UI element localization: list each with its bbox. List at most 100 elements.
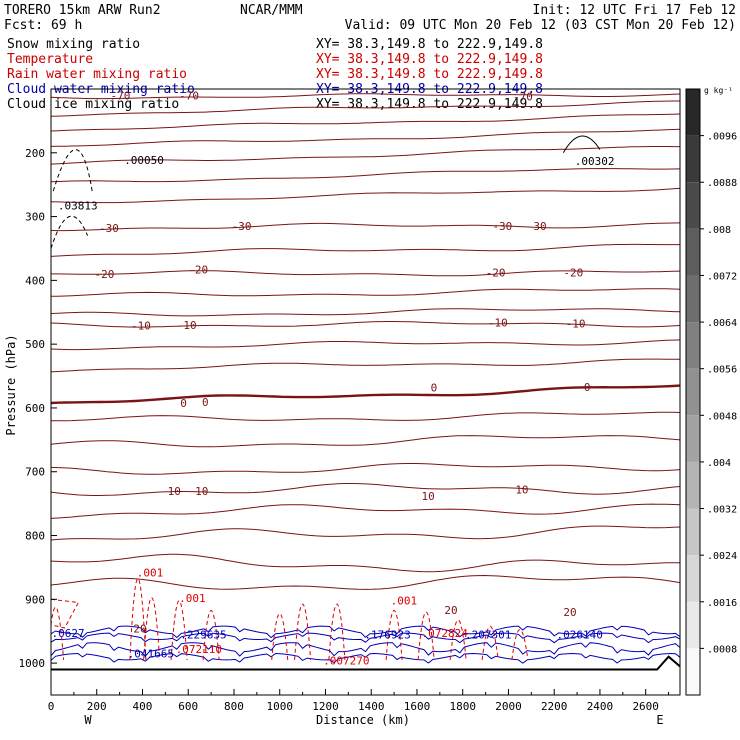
rain-contour — [417, 611, 435, 660]
isotherm-label: -20 — [563, 267, 583, 280]
temperature-contours — [51, 93, 680, 590]
isotherm-label: -70 — [110, 89, 130, 102]
ice-contour — [52, 149, 93, 192]
rain-contour — [170, 600, 188, 660]
x-tick-label: 2600 — [632, 700, 659, 713]
cloud-water-contours — [51, 625, 680, 664]
legend-field-name: Temperature — [7, 52, 93, 67]
isotherm-label: -20 — [486, 267, 506, 280]
ice-contour — [562, 135, 601, 154]
isotherm-label: 10 — [195, 485, 208, 498]
colorbar-tick-label: .0032 — [707, 505, 737, 516]
x-axis-title: Distance (km) — [316, 713, 410, 727]
isotherm-label: -30 — [492, 220, 512, 233]
x-tick-label: 1000 — [266, 700, 293, 713]
colorbar-swatch — [686, 275, 700, 323]
isotherm-line — [51, 288, 680, 297]
east-endpoint-label: E — [656, 713, 663, 727]
y-tick-label: 400 — [25, 274, 45, 287]
colorbar-swatch — [686, 228, 700, 276]
colorbar-unit: g kg⁻¹ — [704, 86, 733, 95]
maximum-label: .001 — [179, 592, 206, 605]
terrain-surface — [51, 655, 680, 671]
isotherm-line — [51, 308, 680, 317]
x-tick-label: 400 — [133, 700, 153, 713]
colorbar-tick-label: .0072 — [707, 271, 737, 282]
maximum-label: .007270 — [323, 655, 369, 668]
colorbar-swatch — [686, 555, 700, 602]
x-tick-label: 1200 — [312, 700, 339, 713]
isotherm-line — [51, 113, 680, 132]
isotherm-label: 0 — [180, 397, 187, 410]
x-tick-label: 1400 — [358, 700, 385, 713]
rain-contour — [481, 625, 499, 660]
x-tick-label: 200 — [87, 700, 107, 713]
y-tick-label: 600 — [25, 402, 45, 415]
isotherm-line — [51, 93, 680, 100]
isotherm-line — [51, 574, 680, 590]
colorbar-tick-label: .0024 — [707, 551, 737, 562]
y-tick-label: 500 — [25, 338, 45, 351]
x-tick-label: 0 — [48, 700, 55, 713]
isotherm-label: -10 — [177, 319, 197, 332]
y-tick-label: 800 — [25, 530, 45, 543]
header: TORERO 15km ARW Run2 NCAR/MMM Init: 12 U… — [4, 3, 736, 33]
x-axis: 0 200 400 600 800 1000 1200 1400 1600 1800 2000 220… — [48, 689, 670, 713]
y-axis-title: Pressure (hPa) — [4, 334, 18, 435]
isotherm-label: 20 — [444, 604, 457, 617]
colorbar: g kg⁻¹ .0096 .0088 .008 .0072 .0064 .0056 .004… — [685, 86, 737, 696]
isotherm-label: 10 — [422, 490, 435, 503]
colorbar-swatch — [686, 182, 700, 229]
isotherm-label: 20 — [563, 606, 576, 619]
isotherm-label: -30 — [99, 222, 119, 235]
x-tick-label: 800 — [224, 700, 244, 713]
colorbar-swatch — [686, 135, 700, 183]
rain-contour — [294, 603, 312, 660]
isotherm-label: -70 — [179, 89, 199, 102]
cloud-water-contour — [51, 632, 680, 644]
legend-field-section: XY= 38.3,149.8 to 222.9,149.8 — [316, 37, 543, 52]
legend-field-name: Cloud ice mixing ratio — [7, 97, 179, 112]
isotherm-label: -70 — [513, 91, 533, 104]
colorbar-tick-label: .0056 — [707, 365, 737, 376]
y-tick-label: 900 — [25, 593, 45, 606]
rain-contour — [143, 597, 161, 660]
colorbar-swatch — [686, 601, 700, 649]
isotherm-label: -10 — [131, 320, 151, 333]
legend-field-section: XY= 38.3,149.8 to 222.9,149.8 — [316, 97, 543, 112]
cloud-water-contour — [51, 642, 680, 657]
maximum-label: .03813 — [58, 200, 98, 213]
colorbar-tick-label: .0048 — [707, 411, 737, 422]
y-tick-label: 200 — [25, 147, 45, 160]
x-tick-label: 1600 — [404, 700, 431, 713]
x-tick-label: 2000 — [495, 700, 522, 713]
maximum-label: .207301 — [465, 628, 511, 641]
legend-field-name: Rain water mixing ratio — [7, 67, 187, 82]
maximum-label: .176923 — [364, 628, 410, 641]
rain-contour — [449, 619, 467, 660]
rain-contour — [385, 609, 403, 660]
isotherm-label: -30 — [232, 220, 252, 233]
maximum-label: .00050 — [124, 154, 164, 167]
maximum-label: .229635 — [180, 628, 226, 641]
colorbar-tick-label: .0088 — [707, 178, 737, 189]
legend-field-section: XY= 38.3,149.8 to 222.9,149.8 — [316, 52, 543, 67]
isotherm-label: -20 — [188, 264, 208, 277]
init-time: Init: 12 UTC Fri 17 Feb 12 — [533, 3, 737, 18]
isotherm-label: -20 — [94, 268, 114, 281]
maximum-label: .0627 — [51, 627, 84, 640]
rain-contour — [202, 609, 220, 660]
colorbar-frame — [685, 88, 701, 696]
rain-contour — [51, 598, 80, 629]
isotherm-label: 0 — [431, 382, 438, 395]
colorbar-tick-label: .004 — [707, 458, 731, 469]
isotherm-line — [51, 339, 680, 351]
isotherm-line — [51, 358, 680, 373]
x-tick-label: 2400 — [587, 700, 614, 713]
rain-contour — [271, 613, 289, 660]
model-title: TORERO 15km ARW Run2 — [4, 3, 161, 18]
maximum-label: .072110 — [176, 643, 222, 656]
rain-contour — [511, 629, 529, 660]
isotherm-line — [51, 463, 680, 475]
